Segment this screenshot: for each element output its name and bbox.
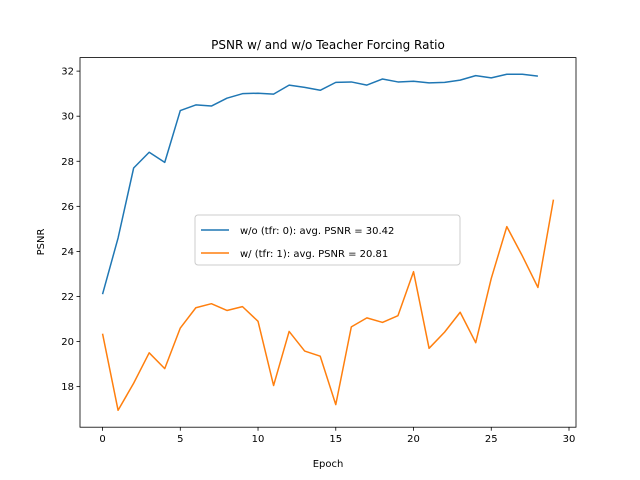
y-tick-label: 32 — [61, 67, 74, 78]
legend-label-wo-tfr: w/o (tfr: 0): avg. PSNR = 30.42 — [240, 226, 394, 237]
y-tick-label: 28 — [61, 157, 74, 168]
y-axis: 18 20 22 24 26 28 30 32 — [61, 67, 80, 393]
x-tick-label: 15 — [329, 434, 342, 445]
x-tick-label: 5 — [177, 434, 183, 445]
x-axis-label: Epoch — [313, 459, 344, 470]
y-tick-label: 30 — [61, 112, 74, 123]
series-layer — [101, 73, 555, 412]
x-tick-label: 0 — [99, 434, 105, 445]
legend: w/o (tfr: 0): avg. PSNR = 30.42 w/ (tfr:… — [194, 214, 461, 266]
chart-title: PSNR w/ and w/o Teacher Forcing Ratio — [211, 38, 445, 52]
series-line-0 — [101, 73, 538, 295]
x-tick-label: 20 — [407, 434, 420, 445]
plot-frame — [79, 57, 577, 428]
y-tick-label: 26 — [61, 202, 74, 213]
y-axis-label: PSNR — [36, 229, 47, 256]
y-tick-label: 22 — [61, 292, 74, 303]
legend-box — [194, 214, 461, 266]
legend-label-w-tfr: w/ (tfr: 1): avg. PSNR = 20.81 — [240, 249, 388, 260]
x-tick-label: 30 — [563, 434, 576, 445]
series-line-1 — [101, 199, 555, 412]
y-tick-label: 18 — [61, 382, 74, 393]
y-tick-label: 24 — [61, 247, 74, 258]
x-tick-label: 25 — [485, 434, 498, 445]
y-tick-label: 20 — [61, 337, 74, 348]
x-axis: 0 5 10 15 20 25 30 — [99, 427, 575, 445]
x-tick-label: 10 — [252, 434, 265, 445]
